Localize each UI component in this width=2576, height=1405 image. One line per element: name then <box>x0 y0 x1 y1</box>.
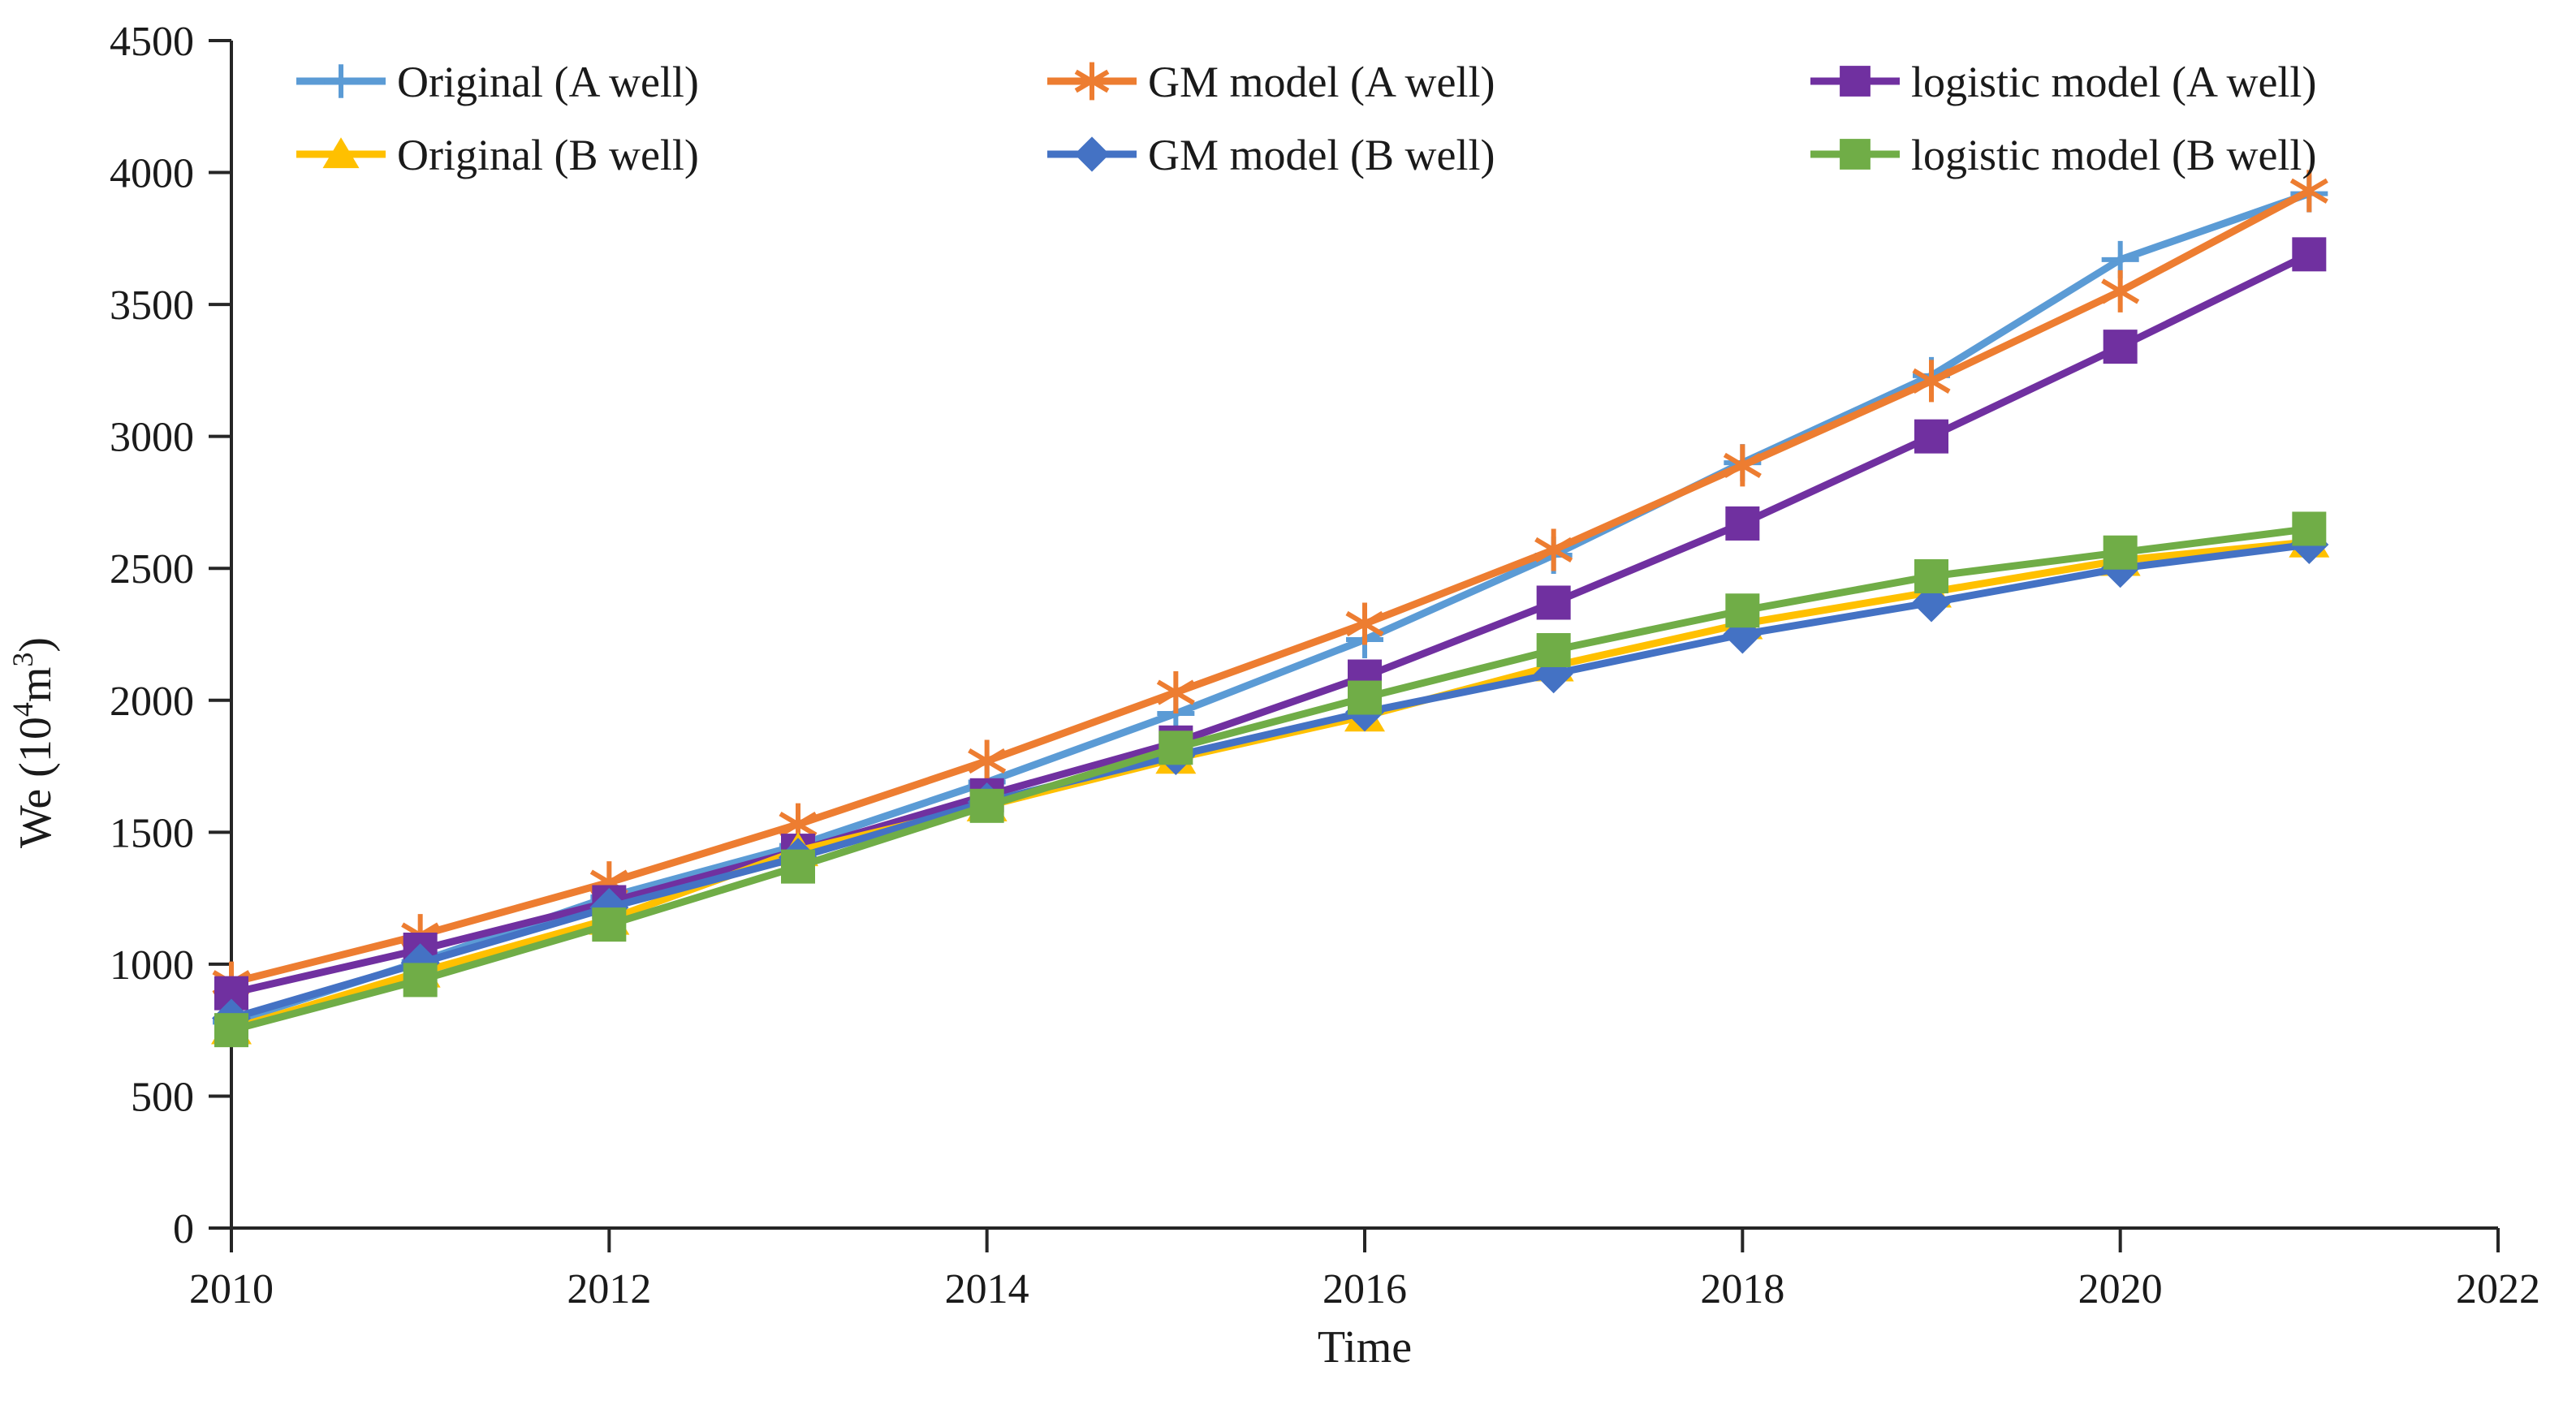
x-tick-label-2010: 2010 <box>189 1266 274 1312</box>
asterisk-marker <box>2289 170 2328 213</box>
square-marker <box>1914 558 1948 593</box>
y-tick-label-3500: 3500 <box>110 282 194 329</box>
legend-item-gm-model-b-well: GM model (B well) <box>1047 131 1495 179</box>
square-marker <box>1725 506 1760 541</box>
series-line-logistic-model-a-well <box>227 250 2313 998</box>
y-tick-label-2500: 2500 <box>110 546 194 593</box>
square-marker <box>1159 731 1193 765</box>
y-tick-label-4000: 4000 <box>110 151 194 197</box>
x-tick-label-2022: 2022 <box>2456 1266 2540 1312</box>
square-marker <box>781 849 815 884</box>
square-marker <box>1840 66 1871 97</box>
legend-label-original-a-well: Original (A well) <box>397 58 699 106</box>
x-tick-label-2016: 2016 <box>1323 1266 1407 1312</box>
plus-marker <box>324 64 358 98</box>
square-marker <box>1536 585 1571 620</box>
series-line-logistic-model-b-well <box>227 524 2313 1034</box>
y-tick-label-1500: 1500 <box>110 810 194 856</box>
square-marker <box>2103 330 2138 364</box>
y-axis-title: We (104m3) <box>6 637 61 848</box>
asterisk-marker <box>1534 528 1573 571</box>
series-logistic-model-b-well <box>214 511 2327 1048</box>
diamond-marker <box>1074 136 1110 172</box>
legend-label-gm-model-b-well: GM model (B well) <box>1148 131 1495 179</box>
x-tick-label-2012: 2012 <box>567 1266 651 1312</box>
series-line-gm-model-b-well <box>227 541 2313 1023</box>
square-marker <box>1840 139 1871 170</box>
asterisk-marker <box>1723 444 1762 487</box>
square-marker <box>1725 593 1760 628</box>
legend-item-gm-model-a-well: GM model (A well) <box>1047 58 1495 106</box>
x-axis-title: Time <box>1318 1322 1412 1373</box>
asterisk-marker <box>2101 269 2140 312</box>
y-tick-label-500: 500 <box>131 1074 194 1120</box>
asterisk-marker <box>1156 671 1195 714</box>
square-marker <box>214 1013 248 1048</box>
square-marker <box>1348 680 1382 715</box>
legend-item-logistic-model-a-well: logistic model (A well) <box>1810 58 2316 106</box>
x-tick-label-2018: 2018 <box>1700 1266 1784 1312</box>
legend-label-logistic-model-a-well: logistic model (A well) <box>1911 58 2316 106</box>
x-tick-label-2014: 2014 <box>945 1266 1029 1312</box>
series-line-gm-model-a-well <box>227 187 2313 987</box>
y-tick-label-0: 0 <box>173 1206 194 1252</box>
legend-item-original-a-well: Original (A well) <box>296 58 699 106</box>
triangle-marker <box>322 137 360 169</box>
square-marker <box>969 788 1004 823</box>
square-marker <box>2292 511 2327 546</box>
asterisk-marker <box>1345 602 1384 645</box>
asterisk-marker <box>1912 360 1951 403</box>
square-marker <box>592 907 627 942</box>
legend-item-original-b-well: Original (B well) <box>296 131 699 179</box>
square-marker <box>403 963 438 998</box>
legend-label-original-b-well: Original (B well) <box>397 131 699 179</box>
legend-label-logistic-model-b-well: logistic model (B well) <box>1911 131 2316 179</box>
y-tick-label-2000: 2000 <box>110 679 194 725</box>
square-marker <box>2103 535 2138 570</box>
asterisk-marker <box>968 739 1007 782</box>
asterisk-marker <box>1074 62 1110 101</box>
legend-item-logistic-model-b-well: logistic model (B well) <box>1810 131 2316 179</box>
square-marker <box>1536 633 1571 668</box>
y-tick-label-4500: 4500 <box>110 19 194 65</box>
x-tick-label-2020: 2020 <box>2078 1266 2163 1312</box>
y-tick-label-3000: 3000 <box>110 415 194 461</box>
square-marker <box>2292 237 2327 272</box>
square-marker <box>1914 419 1948 454</box>
y-tick-label-1000: 1000 <box>110 942 194 989</box>
legend-label-gm-model-a-well: GM model (A well) <box>1148 58 1495 106</box>
